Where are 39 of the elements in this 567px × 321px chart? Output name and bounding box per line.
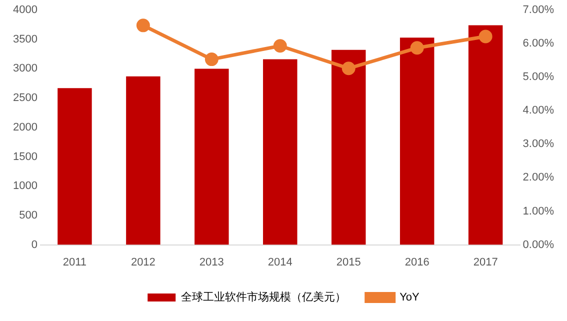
y2-tick-label: 6.00%: [522, 38, 554, 50]
y-tick-label: 3000: [12, 62, 38, 75]
x-tick-label: 2013: [199, 256, 224, 268]
bar: [58, 88, 92, 245]
y-tick-label: 0: [31, 238, 38, 251]
x-tick-label: 2011: [62, 256, 87, 268]
x-tick-label: 2012: [130, 256, 156, 268]
y2-tick-label: 1.00%: [522, 205, 554, 218]
point: [204, 52, 218, 66]
y-tick-label: 3500: [12, 33, 38, 46]
bar: [126, 76, 160, 245]
x-tick-label: 2017: [473, 256, 498, 268]
bar: [194, 68, 229, 245]
y-tick-label: 1500: [12, 150, 38, 163]
y2-tick-label: 4.00%: [522, 104, 554, 117]
y-tick-label: 500: [19, 209, 38, 222]
y2-tick-label: 3.00%: [522, 138, 554, 150]
bar: [263, 59, 298, 245]
point: [273, 39, 287, 53]
x-tick-label: 2014: [268, 256, 292, 268]
bar: [400, 38, 434, 245]
bar: [332, 50, 366, 245]
y-tick-label: 2500: [12, 92, 38, 104]
legend-label: 全球工业软件市场规模（亿美元）: [181, 290, 346, 304]
y-tick-label: 1000: [12, 180, 38, 192]
x-tick-label: 2016: [404, 256, 430, 268]
point: [478, 30, 492, 44]
bar: [468, 25, 503, 245]
y-tick-label: 4000: [12, 4, 38, 16]
y-tick-label: 2000: [12, 121, 38, 134]
legend-label: YoY: [400, 292, 420, 304]
y2-tick-label: 0.00%: [522, 238, 554, 251]
y2-tick-label: 7.00%: [522, 4, 554, 16]
point: [410, 41, 424, 55]
y2-tick-label: 2.00%: [522, 172, 554, 184]
y2-tick-label: 5.00%: [522, 71, 554, 84]
x-tick-label: 2015: [336, 256, 361, 268]
point: [136, 18, 150, 32]
point: [342, 62, 356, 76]
